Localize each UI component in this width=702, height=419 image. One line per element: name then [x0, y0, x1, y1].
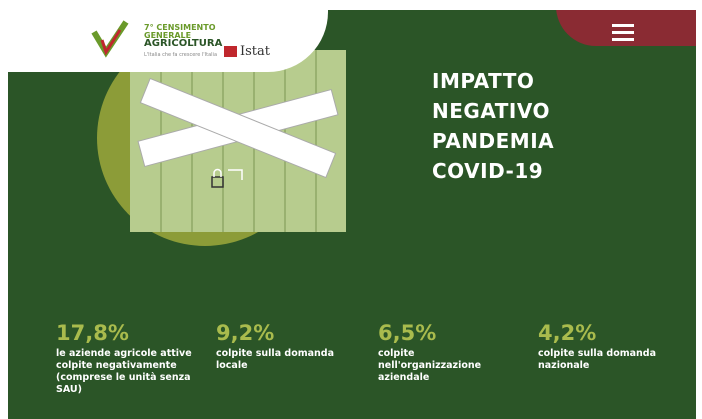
title-line: COVID-19: [432, 159, 544, 183]
stat-text: colpite sulla domanda locale: [216, 348, 335, 371]
stat: 4,2% colpite sulla domanda nazionale: [538, 320, 678, 372]
istat-mark: [224, 46, 237, 57]
plank: [139, 77, 337, 179]
stat: 6,5% colpite nell'organizzazione aziendal…: [378, 320, 518, 384]
logo: 7° CENSIMENTO GENERALE AGRICOLTURA L'Ita…: [8, 10, 328, 72]
logo-text: GENERALE: [144, 31, 192, 40]
logo-text: 7° CENSIMENTO: [144, 23, 216, 32]
logo-mark: [91, 20, 129, 58]
stat-value: 6,5%: [378, 321, 437, 345]
stat-value: 17,8%: [56, 321, 129, 345]
title-line: PANDEMIA: [432, 129, 555, 153]
latch: [213, 168, 243, 180]
stat-text: colpite sulla domanda nazionale: [538, 348, 657, 371]
logo-tagline: L'Italia che fa crescere l'Italia: [144, 52, 218, 58]
title-line: NEGATIVO: [432, 99, 550, 123]
stat-text: colpite nell'organizzazione aziendale: [378, 348, 482, 383]
stat-text: le aziende agricole attive colpite negat…: [56, 348, 192, 395]
menu-button[interactable]: [556, 10, 696, 46]
stat-value: 4,2%: [538, 321, 597, 345]
illustration: [97, 30, 346, 246]
logo-text: AGRICOLTURA: [144, 38, 223, 49]
stat: 9,2% colpite sulla domanda locale: [216, 320, 356, 372]
istat-brand: Istat: [240, 44, 271, 59]
stat-value: 9,2%: [216, 321, 275, 345]
padlock: [211, 176, 224, 188]
title: IMPATTO NEGATIVO PANDEMIA COVID-19: [432, 66, 554, 186]
stat: 17,8% le aziende agricole attive colpite …: [56, 320, 196, 396]
hero: 7° CENSIMENTO GENERALE AGRICOLTURA L'Ita…: [8, 10, 696, 419]
title-line: IMPATTO: [432, 69, 535, 93]
